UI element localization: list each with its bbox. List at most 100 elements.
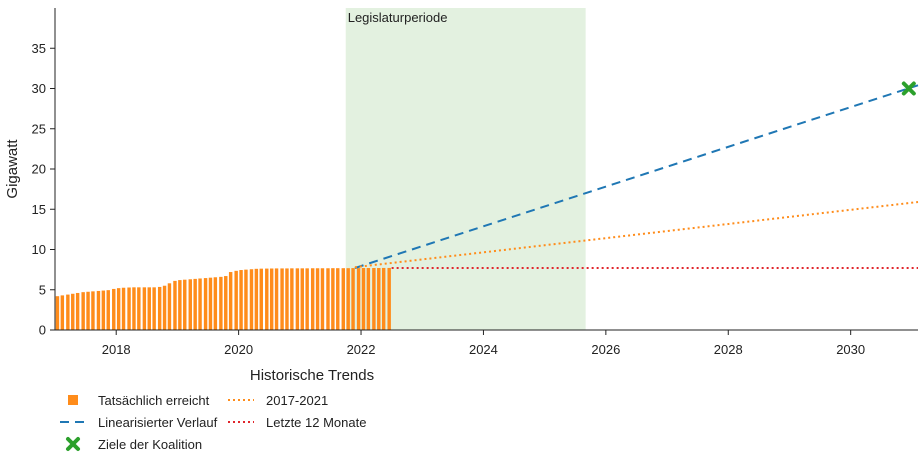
bar (81, 292, 85, 330)
y-axis-title: Gigawatt (4, 139, 21, 199)
bar (183, 279, 187, 330)
legislature-band: Legislaturperiode (345, 8, 586, 330)
bar (224, 276, 228, 330)
bar (315, 268, 320, 330)
y-tick-label: 25 (32, 121, 46, 136)
bar (341, 268, 345, 330)
legend-item: Letzte 12 Monate (228, 415, 366, 430)
legend-label: 2017-2021 (266, 393, 328, 408)
y-tick-label: 0 (39, 323, 46, 338)
legend-item: 2017-2021 (228, 393, 328, 408)
bar (228, 272, 233, 330)
legend-label: Linearisierter Verlauf (98, 415, 218, 430)
bar (305, 268, 309, 330)
bar (75, 292, 80, 330)
bar (101, 290, 106, 330)
legend-label: Tatsächlich erreicht (98, 393, 210, 408)
bar (259, 268, 263, 330)
bar (188, 279, 192, 330)
bar (55, 296, 60, 330)
bar (178, 280, 182, 330)
bar (198, 278, 202, 330)
bar (106, 290, 110, 330)
line-series-0 (354, 84, 919, 269)
bar (71, 293, 75, 330)
bar (290, 268, 294, 330)
bar (331, 268, 335, 330)
x-tick-label: 2026 (591, 342, 620, 357)
legend-group-title: Historische Trends (250, 367, 374, 384)
bar (213, 277, 218, 330)
legend-item: Tatsächlich erreicht (68, 393, 210, 408)
bar (137, 287, 141, 330)
bar (356, 268, 361, 330)
bar (239, 270, 243, 330)
bar (173, 280, 177, 330)
trend-lines (354, 84, 919, 270)
y-tick-label: 5 (39, 282, 46, 297)
legislature-band-label: Legislaturperiode (348, 10, 448, 25)
bar (310, 268, 315, 330)
bar-series (55, 267, 391, 330)
bar (127, 287, 131, 330)
legislature-band-rect (345, 8, 586, 330)
bar (366, 268, 371, 330)
bar (361, 268, 366, 330)
y-tick-label: 15 (32, 202, 46, 217)
y-tick-label: 20 (32, 162, 46, 177)
bar (254, 268, 259, 330)
bar (132, 287, 136, 330)
cross-stroke (66, 437, 80, 451)
bar (381, 267, 386, 330)
bar (116, 288, 121, 330)
bar (203, 278, 208, 330)
y-tick-label: 30 (32, 81, 46, 96)
bar (300, 268, 304, 330)
legend-swatch (66, 437, 80, 451)
bar (142, 287, 147, 330)
bar (91, 291, 95, 330)
bar (244, 269, 248, 330)
bar (372, 268, 376, 330)
bar (208, 277, 213, 330)
bar (346, 268, 350, 330)
bar (320, 268, 325, 330)
legend-item: Linearisierter Verlauf (60, 415, 218, 430)
legend-label: Letzte 12 Monate (266, 415, 366, 430)
bar (162, 285, 167, 330)
bar (249, 269, 254, 330)
x-tick-label: 2018 (102, 342, 131, 357)
bar (60, 295, 65, 330)
bar (112, 288, 116, 330)
bar (147, 287, 151, 330)
target-point (901, 81, 916, 96)
bar (157, 286, 162, 330)
target-marker (901, 81, 916, 96)
x-tick-label: 2022 (347, 342, 376, 357)
bar (96, 290, 101, 330)
bar (295, 268, 300, 330)
bar (280, 268, 284, 330)
x-tick-label: 2020 (224, 342, 253, 357)
bar (351, 268, 355, 330)
bar (86, 291, 90, 330)
bar (121, 287, 126, 330)
bar (167, 283, 172, 330)
bar (193, 278, 197, 330)
bar (219, 276, 223, 330)
bar (377, 268, 381, 330)
bar (387, 267, 391, 330)
legend-swatch (68, 395, 78, 405)
legend-label: Ziele der Koalition (98, 437, 202, 452)
legend: Historische Trends Tatsächlich erreicht Li… (60, 367, 374, 452)
x-tick-label: 2028 (714, 342, 743, 357)
bar (265, 268, 269, 330)
x-tick-label: 2030 (836, 342, 865, 357)
bar (274, 268, 279, 330)
bar (152, 287, 156, 330)
bar (234, 270, 238, 330)
axes: 2018 2020 2022 2024 2026 2028 2030 0 5 10 15 20 25 30… (4, 8, 918, 357)
x-tick-label: 2024 (469, 342, 498, 357)
bar (66, 294, 70, 330)
